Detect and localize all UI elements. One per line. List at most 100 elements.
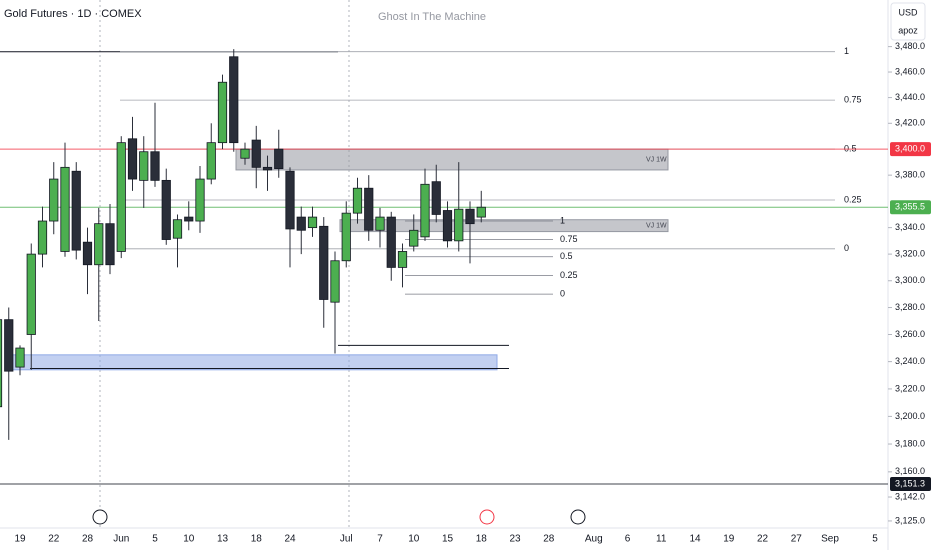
x-tick-label: 13	[217, 534, 229, 545]
price-label-box	[890, 476, 931, 491]
candle-body	[420, 183, 430, 238]
y-tick-label: 3,125.0	[895, 515, 925, 525]
zone	[235, 148, 669, 171]
x-tick-label: 10	[408, 534, 420, 545]
zone-label: VJ 1W	[646, 156, 667, 163]
x-tick-label: 27	[791, 534, 803, 545]
y-tick-label: 3,320.0	[895, 248, 925, 258]
y-tick-label: 3,480.0	[895, 41, 925, 51]
candle-body	[262, 166, 273, 171]
watermark: Ghost In The Machine	[378, 11, 486, 23]
x-tick-label: 14	[689, 534, 701, 545]
event-icon[interactable]	[479, 509, 495, 525]
fib-label: 0.5	[560, 251, 573, 261]
candle-body	[319, 225, 329, 300]
y-tick-label: 3,420.0	[895, 118, 925, 128]
candle-body	[229, 56, 239, 144]
x-tick-label: 6	[625, 534, 631, 545]
y-tick-label: 3,142.0	[895, 491, 925, 501]
price-label: 3,400.0	[895, 144, 925, 154]
candle-body	[184, 216, 194, 222]
fib-label: 0.75	[560, 234, 578, 244]
x-tick-label: 18	[251, 534, 263, 545]
fib-label: 0	[844, 243, 849, 253]
x-tick-label: 5	[872, 534, 878, 545]
y-tick-label: 3,380.0	[895, 170, 925, 180]
x-tick-label: 18	[476, 534, 488, 545]
x-tick-label: 7	[377, 534, 383, 545]
user[interactable]: apoz	[898, 25, 918, 35]
candle-body	[465, 208, 475, 225]
y-tick-label: 3,340.0	[895, 222, 925, 232]
candle-body	[217, 81, 228, 144]
candle-body	[195, 178, 205, 222]
y-tick-label: 3,220.0	[895, 383, 925, 393]
candle-body	[37, 220, 48, 255]
candle-body	[251, 139, 261, 168]
chart-title: Gold Futures · 1D · COMEX	[4, 8, 142, 20]
fib-label: 1	[560, 215, 565, 225]
x-tick-label: 23	[509, 534, 521, 545]
fib-label: 0.25	[560, 270, 578, 280]
candle-body	[206, 142, 216, 180]
candle-body	[26, 253, 36, 335]
x-tick-label: Jun	[113, 534, 129, 545]
candle-body	[116, 142, 126, 252]
x-tick-label: 28	[82, 534, 94, 545]
price-label: 3,355.5	[895, 202, 925, 212]
candle-body	[375, 216, 385, 231]
plot: VJ 1W VJ 1W 1 0.75 0.5 0.25 0 1 0.75 0.5 0.25 0	[0, 46, 888, 485]
x-tick-label: 10	[183, 534, 195, 545]
x-tick-label: Aug	[585, 534, 603, 545]
fib-label: 0.75	[844, 95, 862, 105]
fib-label: 0.5	[844, 144, 857, 154]
price-label: 3,151.3	[895, 478, 925, 488]
candle-body	[94, 223, 104, 266]
candle-body	[71, 170, 81, 251]
candle-body	[397, 251, 408, 268]
candle-body	[274, 148, 284, 170]
zone-label: VJ 1W	[646, 222, 667, 229]
zone	[339, 219, 669, 233]
candle-body	[386, 216, 396, 268]
y-tick-label: 3,240.0	[895, 356, 925, 366]
candle-body	[431, 181, 441, 215]
currency[interactable]: USD	[898, 7, 918, 17]
candle-body	[105, 223, 115, 266]
candle-body	[296, 216, 306, 231]
x-tick-label: 5	[152, 534, 158, 545]
fib-label: 1	[844, 46, 849, 56]
currency-box[interactable]	[890, 2, 926, 41]
candle-body	[409, 229, 419, 247]
candle-body	[15, 347, 25, 368]
x-tick-label: 15	[442, 534, 454, 545]
candle-body	[364, 187, 374, 231]
x-tick-label: 19	[723, 534, 735, 545]
x-tick-label: 19	[14, 534, 26, 545]
candle-body	[454, 208, 464, 242]
event-icon[interactable]	[92, 509, 108, 525]
fib-label: 0.25	[844, 194, 862, 204]
y-tick-label: 3,300.0	[895, 275, 925, 285]
price-label-box	[890, 142, 931, 157]
x-tick-label: 22	[757, 534, 769, 545]
y-tick-label: 3,460.0	[895, 66, 925, 76]
candle-body	[341, 212, 351, 262]
x-tick-label: 28	[543, 534, 555, 545]
candle-body	[442, 210, 453, 242]
y-tick-label: 3,200.0	[895, 411, 925, 421]
candle-body	[330, 260, 340, 303]
x-tick-label: 11	[656, 534, 667, 545]
candle-body	[352, 187, 363, 214]
candle-body	[82, 241, 93, 266]
y-tick-label: 3,280.0	[895, 302, 925, 312]
y-tick-label: 3,160.0	[895, 466, 925, 476]
candle-body	[172, 219, 183, 239]
candle-body	[49, 178, 59, 222]
y-tick-label: 3,180.0	[895, 438, 925, 448]
event-icon[interactable]	[570, 509, 586, 525]
candle-body	[127, 138, 138, 180]
